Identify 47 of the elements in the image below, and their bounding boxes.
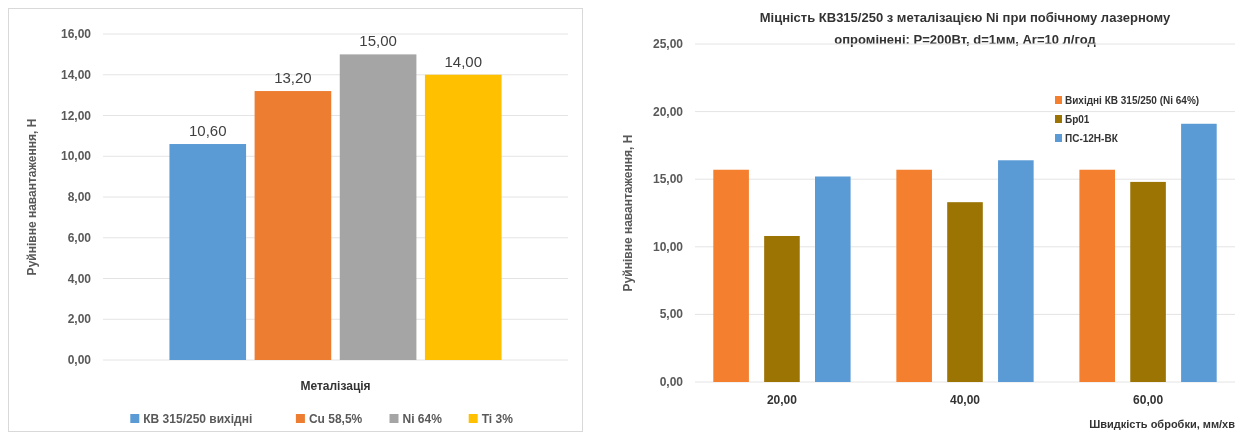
y-tick-label: 15,00	[652, 172, 684, 187]
data-label: 10,60	[188, 122, 227, 140]
legend-label: Ni 64%	[402, 412, 443, 426]
bar	[764, 235, 800, 382]
y-tick-label: 20,00	[652, 104, 684, 119]
y-tick-label: 14,00	[60, 67, 92, 82]
y-tick-label: 6,00	[67, 230, 92, 245]
bar	[896, 169, 932, 382]
bar	[947, 202, 983, 382]
data-label: 13,20	[274, 69, 312, 87]
bar	[815, 176, 851, 382]
bar	[424, 74, 502, 360]
legend-label: Вихідні КВ 315/250 (Ni 64%)	[1065, 95, 1200, 106]
y-tick-label: 0,00	[659, 375, 684, 389]
data-label: 15,00	[359, 32, 397, 50]
bar	[169, 144, 247, 360]
chart-title: Міцність КВ315/250 з металізацією Ni при побічному лазерному опромінені: P=200Вт, d=1мм, Ar=10 л/год	[759, 10, 1172, 47]
y-tick-label: 10,00	[60, 149, 92, 164]
x-axis-title: Металізація	[300, 379, 371, 393]
y-tick-label: 10,00	[652, 239, 684, 254]
bar	[1079, 169, 1115, 382]
legend-label: Cu 58,5%	[308, 412, 363, 426]
x-axis-title: Швидкість обробки, мм/хв	[1089, 418, 1236, 430]
x-tick-label: 60,00	[1133, 393, 1164, 407]
legend-label: Ti 3%	[481, 412, 514, 426]
bar	[713, 169, 749, 382]
x-tick-label: 20,00	[766, 393, 798, 407]
y-tick-label: 5,00	[659, 307, 684, 322]
y-axis-title: Руйнівне навантаження, Н	[25, 118, 39, 276]
data-label: 14,00	[444, 52, 483, 70]
bar	[1130, 181, 1166, 382]
y-tick-label: 0,00	[67, 353, 92, 367]
y-tick-label: 25,00	[652, 37, 684, 51]
y-axis-title: Руйнівне навантаження, Н	[621, 134, 635, 292]
y-tick-label: 2,00	[67, 312, 92, 327]
legend-label: КВ 315/250 вихідні	[143, 412, 253, 426]
bar	[1181, 123, 1217, 382]
y-tick-label: 4,00	[67, 271, 92, 286]
y-tick-label: 12,00	[60, 108, 92, 123]
bar	[254, 91, 332, 360]
x-tick-label: 40,00	[949, 393, 981, 407]
bar	[339, 54, 417, 360]
bar	[998, 160, 1034, 382]
legend-label: ПС-12Н-ВК	[1065, 133, 1119, 144]
legend-label: Бр01	[1065, 114, 1090, 125]
y-tick-label: 8,00	[67, 190, 92, 204]
y-tick-label: 16,00	[60, 27, 92, 41]
